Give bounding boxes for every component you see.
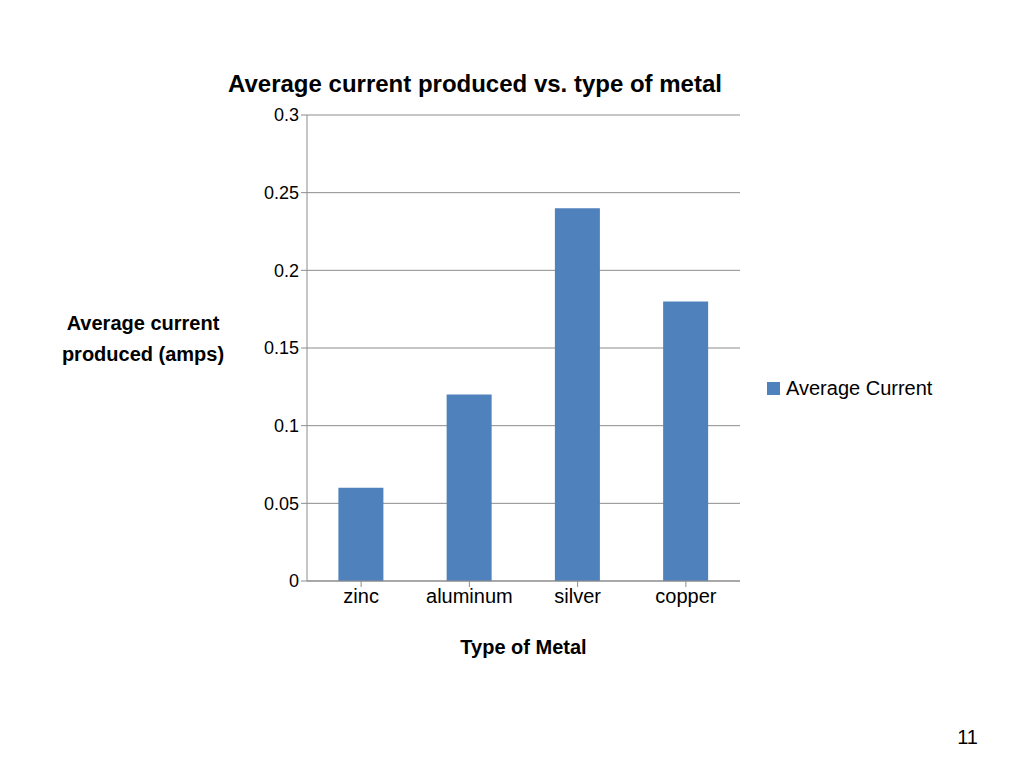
svg-text:0.15: 0.15 — [264, 338, 299, 358]
svg-text:zinc: zinc — [343, 585, 379, 607]
svg-text:0: 0 — [289, 571, 299, 591]
html-text:Average Current: Average Current — [786, 376, 933, 399]
svg-text:0.25: 0.25 — [264, 183, 299, 203]
svg-text:0.2: 0.2 — [274, 261, 299, 281]
html-text:11: 11 — [957, 726, 978, 748]
svg-text:aluminum: aluminum — [426, 585, 513, 607]
svg-text:0.1: 0.1 — [274, 416, 299, 436]
html-text:Average current produced vs. t: Average current produced vs. type of met… — [228, 70, 722, 97]
html-text:Type of Metal: Type of Metal — [460, 636, 587, 658]
svg-text:0.3: 0.3 — [274, 105, 299, 125]
svg-text:0.05: 0.05 — [264, 494, 299, 514]
html-text:Average current produced (amps: Average current produced (amps) — [61, 312, 225, 365]
svg-text:silver: silver — [554, 585, 601, 607]
svg-text:copper: copper — [655, 585, 716, 607]
